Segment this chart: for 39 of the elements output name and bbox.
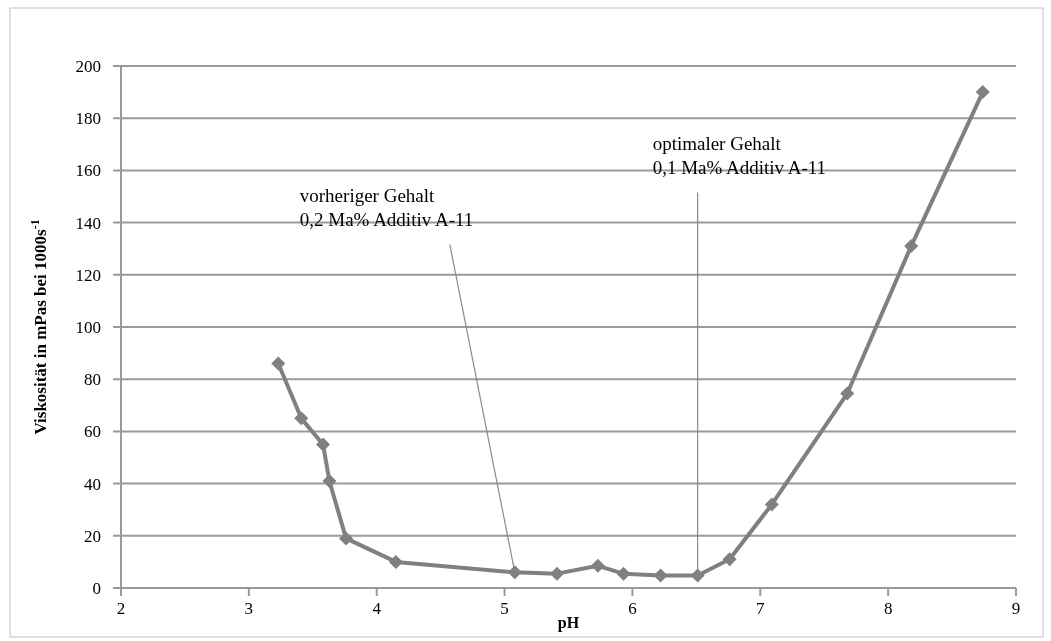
y-tick-label: 0 (92, 579, 101, 598)
x-tick-label: 4 (372, 599, 382, 618)
y-tick-label: 120 (75, 265, 101, 285)
y-tick-label: 200 (75, 57, 101, 76)
point (904, 239, 919, 254)
point (294, 411, 309, 426)
x-tick-label: 3 (244, 599, 254, 618)
point (549, 566, 564, 581)
y-tick-label: 100 (75, 318, 101, 337)
x-tick-label: 6 (628, 599, 637, 618)
point (616, 566, 631, 581)
x-axis-title: pH (557, 614, 580, 632)
point (764, 497, 779, 512)
point (316, 437, 331, 452)
x-tick-label: 2 (116, 599, 126, 618)
y-tick-label: 160 (75, 161, 101, 181)
point (339, 531, 354, 546)
y-tick-label: 180 (75, 109, 101, 129)
y-tick-label: 20 (84, 526, 101, 546)
x-tick-label: 7 (756, 599, 766, 618)
point (653, 568, 668, 583)
point (507, 565, 522, 580)
annotation: vorheriger Gehalt 0,2 Ma% Additiv A-11 (299, 185, 474, 231)
x-tick-label: 9 (1011, 599, 1021, 618)
point (975, 85, 990, 100)
y-tick-label: 80 (84, 370, 101, 390)
annotation: optimaler Gehalt 0,1 Ma% Additiv A-11 (652, 133, 827, 179)
point (690, 568, 705, 583)
x-tick-label: 5 (500, 599, 509, 618)
x-tick-label: 8 (883, 599, 893, 618)
point (722, 552, 737, 567)
point (388, 554, 403, 569)
y-tick-label: 60 (84, 422, 101, 442)
point (322, 473, 337, 488)
y-tick-label: 40 (84, 474, 101, 494)
point (590, 558, 605, 573)
point (271, 356, 286, 371)
y-tick-label: 140 (75, 213, 101, 233)
point (840, 386, 855, 401)
